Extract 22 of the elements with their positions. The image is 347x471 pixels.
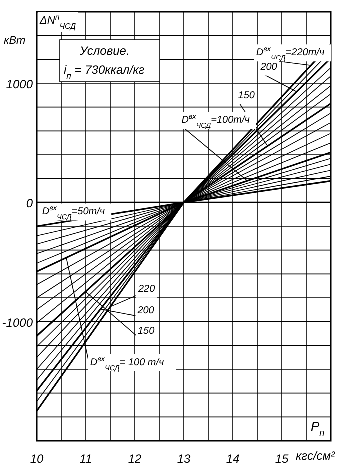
text: кгс/см² — [296, 449, 336, 463]
x-tick-label: 12 — [128, 452, 142, 466]
x-tick-label: 10 — [30, 452, 44, 466]
annotation: D$^{вх}$$_{ЧСД}$=100т/ч — [182, 112, 250, 130]
annotation: i$_{п}$ = 730ккал/кг — [64, 63, 145, 81]
y-tick-label: 1000 — [6, 78, 34, 92]
annotation: D$^{вх}$$_{ЧСД}$=50т/ч — [42, 203, 106, 222]
y-tick-label: 0 — [26, 196, 34, 211]
annotation: Условие. — [79, 44, 130, 58]
y-axis-title: кВт — [4, 35, 26, 47]
annotation: 220 — [138, 284, 156, 295]
annotation: 200 — [136, 305, 155, 316]
x-tick-label: 15 — [275, 452, 289, 466]
x-tick-label: 14 — [226, 452, 240, 466]
annotation: D$^{вх}$$_{ЧСД}$= 100 т/ч — [90, 354, 164, 372]
x-tick-label: 13 — [177, 452, 191, 466]
annotation: 200 — [260, 62, 278, 73]
x-tick-label: 11 — [80, 452, 92, 466]
annotation: 150 — [238, 90, 256, 102]
annotation: 150 — [138, 326, 156, 338]
x-axis-title: P$_{п}$ — [311, 419, 325, 438]
y-tick-label: -1000 — [2, 316, 34, 330]
